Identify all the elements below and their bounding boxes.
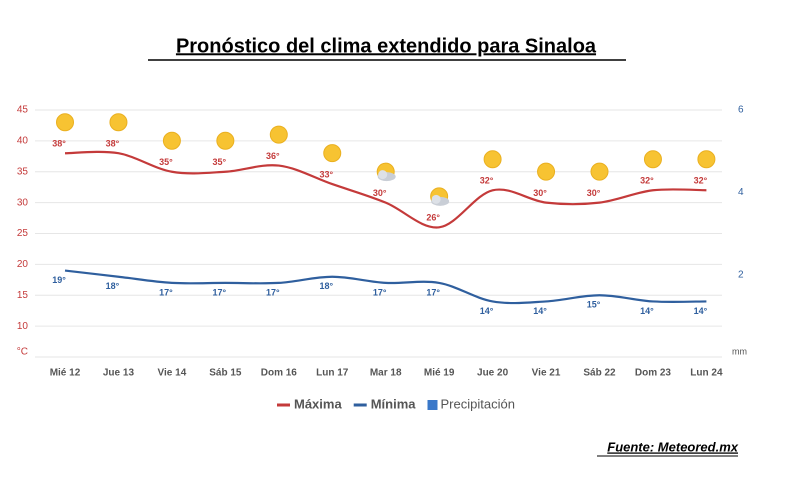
data-label: 30°	[373, 188, 387, 198]
source: Fuente: Meteored.mx	[607, 439, 739, 454]
data-label: 32°	[694, 176, 708, 186]
x-tick-label: Sáb 22	[583, 368, 616, 379]
sun	[323, 144, 342, 163]
weather-icon	[56, 113, 74, 132]
sun	[483, 150, 502, 169]
line-0	[64, 150, 707, 229]
y2-tick-label: 4	[738, 187, 744, 198]
x-tick-label: Mié 12	[50, 368, 81, 379]
data-label: 18°	[319, 281, 333, 291]
x-tick-label: Dom 23	[635, 368, 672, 379]
data-label: 33°	[319, 169, 333, 179]
data-label: 14°	[533, 306, 547, 316]
data-label: 17°	[373, 287, 387, 297]
cloud	[378, 170, 388, 180]
x-tick-label: Lun 17	[316, 368, 349, 379]
y-tick-label: 25	[17, 228, 29, 239]
sun	[537, 162, 556, 181]
weather-icon	[643, 150, 662, 169]
weather-icon	[216, 131, 235, 150]
weather-icon	[162, 131, 181, 150]
y-unit: °C	[17, 347, 28, 358]
x-tick-label: Vie 14	[158, 368, 187, 379]
sun	[590, 162, 609, 181]
cloud	[431, 194, 441, 204]
x-tick-label: Mié 19	[424, 368, 455, 379]
legend-label: Máxima	[294, 396, 342, 411]
weather-icon	[483, 150, 502, 169]
x-tick-label: Jue 20	[477, 368, 509, 379]
data-label: 30°	[533, 188, 547, 198]
y-tick-label: 10	[17, 321, 29, 332]
y-tick-label: 20	[17, 259, 29, 270]
data-label: 15°	[587, 300, 601, 310]
chart-title: Pronóstico del clima extendido para Sina…	[176, 35, 597, 57]
data-label: 32°	[640, 176, 654, 186]
data-label: 17°	[159, 287, 173, 297]
data-label: 36°	[266, 151, 280, 161]
y2-tick-label: 6	[738, 105, 744, 116]
line-1	[64, 269, 707, 305]
y-tick-label: 30	[17, 197, 29, 208]
x-tick-label: Jue 13	[103, 368, 135, 379]
legend-swatch	[427, 400, 438, 410]
x-tick-label: Vie 21	[532, 368, 561, 379]
sun	[109, 113, 128, 132]
data-label: 19°	[52, 275, 66, 285]
weather-icon	[430, 187, 450, 206]
sun	[56, 113, 74, 132]
x-tick-label: Dom 16	[261, 368, 298, 379]
data-label: 14°	[480, 306, 494, 316]
data-label: 38°	[52, 139, 66, 149]
data-label: 14°	[694, 306, 708, 316]
legend-label: Mínima	[371, 396, 417, 411]
weather-icon	[697, 150, 716, 169]
data-label: 32°	[480, 176, 494, 186]
y-tick-label: 40	[17, 136, 29, 147]
weather-icon	[109, 113, 128, 132]
y-tick-label: 15	[17, 290, 29, 301]
data-label: 18°	[106, 281, 120, 291]
weather-icon	[376, 162, 396, 182]
weather-icon	[590, 162, 609, 181]
data-label: 14°	[640, 306, 654, 316]
legend-label: Precipitación	[441, 396, 515, 411]
sun	[643, 150, 662, 169]
sun	[697, 150, 716, 169]
weather-icon	[269, 125, 288, 144]
x-tick-label: Mar 18	[370, 368, 402, 379]
data-label: 17°	[213, 287, 227, 297]
sun	[216, 131, 235, 150]
data-label: 26°	[426, 213, 440, 223]
y2-tick-label: 2	[738, 269, 744, 280]
y-tick-label: 35	[17, 166, 29, 177]
x-tick-label: Lun 24	[690, 368, 723, 379]
data-label: 35°	[159, 157, 173, 167]
y2-unit: mm	[732, 346, 747, 356]
data-label: 38°	[106, 139, 120, 149]
x-tick-label: Sáb 15	[209, 368, 242, 379]
data-label: 17°	[266, 287, 280, 297]
data-label: 30°	[587, 188, 601, 198]
data-label: 17°	[426, 287, 440, 297]
weather-icon	[323, 144, 342, 163]
y-tick-label: 45	[17, 105, 29, 116]
weather-icon	[537, 162, 556, 181]
data-label: 35°	[213, 157, 227, 167]
sun	[162, 131, 181, 150]
sun	[269, 125, 288, 144]
